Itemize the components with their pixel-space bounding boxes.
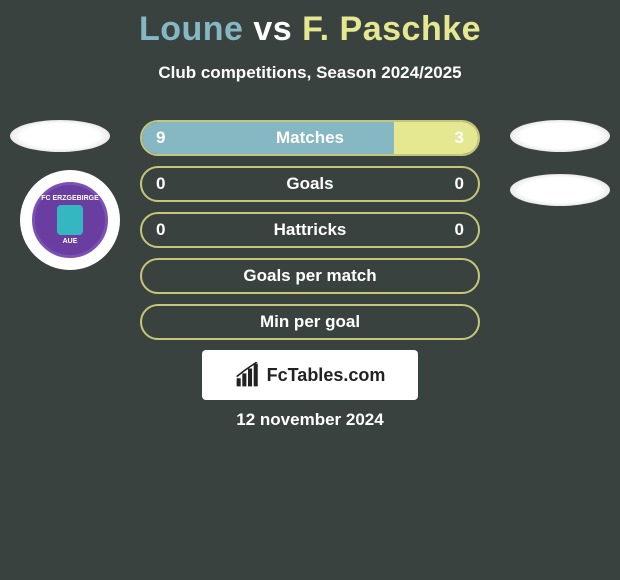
bar-label: Hattricks (274, 220, 347, 240)
player2-name: F. Paschke (302, 10, 481, 48)
bar-left-value: 9 (156, 128, 165, 148)
player1-name: Loune (139, 10, 243, 48)
subtitle: Club competitions, Season 2024/2025 (0, 63, 620, 83)
comparison-title: Loune vs F. Paschke (0, 0, 620, 49)
bar-right-value: 0 (455, 174, 464, 194)
date-text: 12 november 2024 (0, 410, 620, 430)
bar-right-value: 3 (455, 128, 464, 148)
player1-logo-placeholder (10, 120, 110, 152)
bar-left-value: 0 (156, 220, 165, 240)
bar-left-fill (142, 122, 394, 154)
badge-core-icon (57, 205, 83, 235)
bar-right-fill (394, 122, 478, 154)
stat-bar-goals: 0 0 Goals (140, 166, 480, 202)
bar-right-value: 0 (455, 220, 464, 240)
bar-left-value: 0 (156, 174, 165, 194)
badge-text-bottom: AUE (63, 238, 78, 245)
stat-bar-goals-per-match: Goals per match (140, 258, 480, 294)
chart-icon (235, 362, 261, 388)
player2-logo-placeholder-1 (510, 120, 610, 152)
logo-text: FcTables.com (267, 365, 386, 386)
bar-label: Min per goal (260, 312, 360, 332)
stat-bar-hattricks: 0 0 Hattricks (140, 212, 480, 248)
stat-bars: 9 3 Matches 0 0 Goals 0 0 Hattricks Goals per mat… (140, 120, 480, 350)
club-badge: FC ERZGEBIRGE AUE (20, 170, 120, 270)
stat-bar-matches: 9 3 Matches (140, 120, 480, 156)
fctables-logo: FcTables.com (202, 350, 418, 400)
bar-label: Goals (286, 174, 333, 194)
club-badge-inner: FC ERZGEBIRGE AUE (32, 182, 108, 258)
vs-text: vs (253, 10, 292, 48)
player2-logo-placeholder-2 (510, 174, 610, 206)
bar-label: Matches (276, 128, 344, 148)
bar-label: Goals per match (243, 266, 376, 286)
badge-text-top: FC ERZGEBIRGE (41, 195, 99, 202)
stat-bar-min-per-goal: Min per goal (140, 304, 480, 340)
